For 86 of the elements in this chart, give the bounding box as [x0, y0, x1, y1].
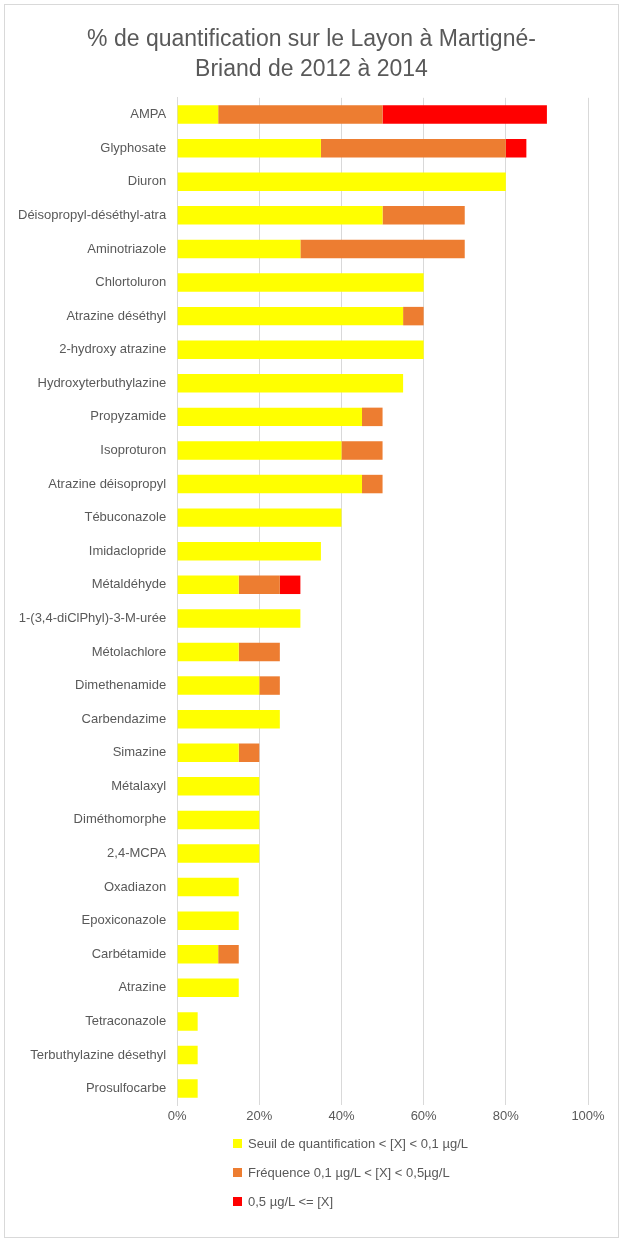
bar	[177, 105, 219, 124]
x-tick-label: 0%	[167, 1107, 187, 1123]
y-tick-label: Métalaxyl	[111, 777, 167, 793]
bar	[382, 105, 547, 124]
bar	[177, 172, 506, 191]
legend-label: Fréquence 0,1 µg/L < [X] < 0,5µg/L	[248, 1165, 450, 1180]
bar	[505, 138, 527, 158]
x-tick-label: 40%	[328, 1107, 355, 1123]
bar	[177, 374, 404, 393]
y-tick-label: Métolachlore	[91, 643, 167, 659]
bar	[177, 273, 424, 292]
bar	[177, 810, 260, 830]
bar	[320, 138, 506, 158]
chart-title: % de quantification sur le Layon à Martigné-Briand de 2012 à 2014	[86, 24, 537, 83]
bar	[238, 575, 280, 595]
y-tick-label: Aminotriazole	[87, 240, 167, 256]
bar	[177, 709, 280, 729]
bar	[177, 306, 404, 326]
bar	[177, 978, 239, 998]
y-tick-label: Propyzamide	[90, 408, 167, 424]
bar	[177, 474, 363, 494]
legend-label: 0,5 µg/L <= [X]	[248, 1194, 334, 1209]
y-tick-label: Hydroxyterbuthylazine	[37, 374, 167, 390]
bar	[177, 239, 301, 259]
y-tick-label: Diméthomorphe	[73, 811, 167, 827]
y-tick-label: Chlortoluron	[95, 274, 167, 290]
bar	[177, 743, 239, 762]
x-tick-label: 80%	[492, 1107, 520, 1123]
bar	[238, 743, 260, 762]
bar	[177, 911, 239, 930]
y-tick-label: Carbétamide	[91, 945, 167, 961]
y-tick-label: Dimethenamide	[75, 677, 167, 693]
y-tick-label: Métaldéhyde	[91, 576, 167, 592]
bar	[362, 474, 383, 494]
y-tick-label: Simazine	[112, 744, 167, 760]
y-tick-label: Oxadiazon	[103, 878, 167, 894]
x-tick-label: 20%	[246, 1107, 273, 1123]
y-tick-label: Isoproturon	[100, 442, 167, 458]
bar	[177, 945, 219, 964]
bar	[177, 138, 321, 158]
bar	[177, 777, 260, 796]
bar	[177, 1045, 198, 1065]
y-tick-label: Imidaclopride	[88, 542, 167, 558]
bar	[177, 844, 260, 863]
bar	[177, 206, 383, 225]
y-tick-label: 2,4-MCPA	[107, 845, 167, 861]
legend-label: Seuil de quantification < [X] < 0,1 µg/L	[248, 1136, 468, 1151]
bar	[177, 441, 342, 460]
bar	[177, 541, 321, 561]
bar	[362, 407, 383, 427]
y-tick-label: AMPA	[130, 106, 167, 122]
y-tick-label: Atrazine	[118, 979, 167, 995]
y-tick-label: Atrazine déséthyl	[66, 307, 167, 323]
bar	[177, 575, 239, 595]
bar	[177, 609, 301, 628]
bar	[279, 575, 301, 595]
bar	[341, 441, 383, 460]
bar	[177, 340, 424, 359]
bar	[177, 676, 260, 695]
y-tick-label: Glyphosate	[100, 139, 167, 155]
bar	[259, 676, 280, 695]
y-tick-label: Déisopropyl-déséthyl-atra	[18, 206, 167, 222]
bar	[177, 407, 363, 427]
y-tick-label: Diuron	[127, 173, 167, 189]
bar	[218, 105, 383, 124]
bar	[300, 239, 465, 259]
y-tick-label: 2-hydroxy atrazine	[59, 341, 167, 357]
y-tick-label: Tetraconazole	[85, 1013, 167, 1029]
y-tick-label: Carbendazime	[81, 710, 167, 726]
bar	[238, 642, 280, 662]
y-tick-label: Epoxiconazole	[81, 912, 167, 928]
y-tick-label: Atrazine déisopropyl	[48, 475, 167, 491]
y-tick-label: Tébuconazole	[84, 509, 167, 525]
y-tick-label: Terbuthylazine désethyl	[30, 1046, 167, 1062]
bar	[403, 306, 424, 326]
y-tick-label: Prosulfocarbe	[85, 1080, 167, 1096]
bar	[218, 945, 239, 964]
bar	[177, 508, 342, 527]
x-tick-label: 100%	[571, 1107, 606, 1123]
bar	[177, 642, 239, 662]
bar	[382, 206, 465, 225]
bar	[177, 1012, 198, 1031]
bar	[177, 877, 239, 897]
bar	[177, 1079, 198, 1098]
x-tick-label: 60%	[410, 1107, 438, 1123]
y-tick-label: 1-(3,4-diClPhyl)-3-M-urée	[18, 609, 167, 625]
